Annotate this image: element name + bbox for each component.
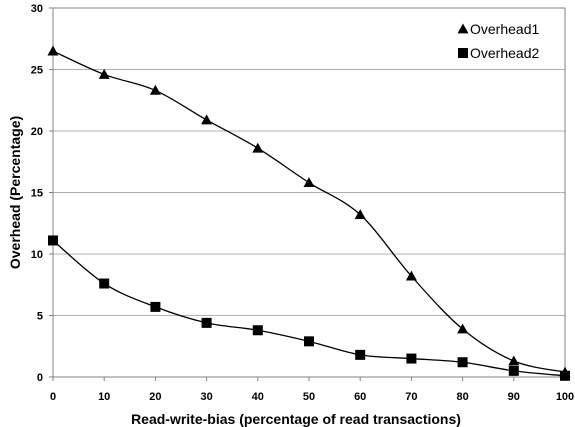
data-point [201, 317, 212, 328]
data-point [508, 365, 519, 376]
data-point [252, 325, 263, 336]
data-point [98, 68, 110, 79]
x-tick-label: 90 [508, 391, 520, 403]
series-overhead1 [47, 45, 571, 377]
legend-label: Overhead1 [470, 21, 539, 37]
data-point [48, 235, 58, 246]
x-tick-label: 60 [354, 391, 366, 403]
y-tick-label: 25 [31, 65, 43, 77]
series-line [52, 239, 566, 377]
y-tick-label: 30 [31, 3, 43, 15]
legend: Overhead1 Overhead2 [457, 21, 539, 61]
y-axis-ticks: 0 5 10 15 20 25 30 [31, 3, 53, 384]
data-point [201, 114, 213, 125]
data-point [457, 357, 468, 368]
x-tick-label: 100 [556, 391, 574, 403]
y-tick-label: 0 [37, 372, 43, 384]
data-point [560, 370, 570, 381]
data-point [99, 278, 110, 289]
y-tick-label: 5 [37, 311, 43, 323]
legend-marker [458, 48, 468, 58]
data-point [457, 323, 469, 334]
x-tick-label: 10 [98, 391, 110, 403]
legend-marker [457, 23, 469, 34]
y-tick-label: 15 [31, 188, 43, 200]
series-layer [47, 45, 571, 381]
data-point [303, 177, 315, 188]
x-tick-label: 30 [200, 391, 212, 403]
x-tick-label: 50 [303, 391, 315, 403]
data-point [150, 301, 161, 312]
series-line [52, 50, 566, 373]
y-axis-label: Overhead (Percentage) [7, 116, 23, 269]
series-overhead2 [48, 235, 570, 381]
y-tick-label: 20 [31, 126, 43, 138]
data-point [304, 336, 314, 347]
x-tick-label: 80 [456, 391, 468, 403]
x-tick-label: 40 [252, 391, 264, 403]
x-axis-label: Read-write-bias (percentage of read tran… [131, 411, 461, 427]
data-point [355, 349, 366, 360]
data-point [508, 355, 520, 366]
data-point [47, 45, 59, 56]
grid-lines [53, 69, 565, 316]
data-point [406, 353, 417, 364]
data-point [354, 209, 366, 220]
legend-label: Overhead2 [470, 45, 539, 61]
data-point [405, 270, 417, 281]
x-tick-label: 70 [405, 391, 417, 403]
x-tick-label: 0 [50, 391, 56, 403]
data-point [252, 142, 264, 153]
x-tick-label: 20 [149, 391, 161, 403]
y-tick-label: 10 [31, 249, 43, 261]
data-point [149, 84, 161, 95]
x-axis-ticks: 0 10 20 30 40 50 60 70 80 90 100 [50, 377, 574, 403]
